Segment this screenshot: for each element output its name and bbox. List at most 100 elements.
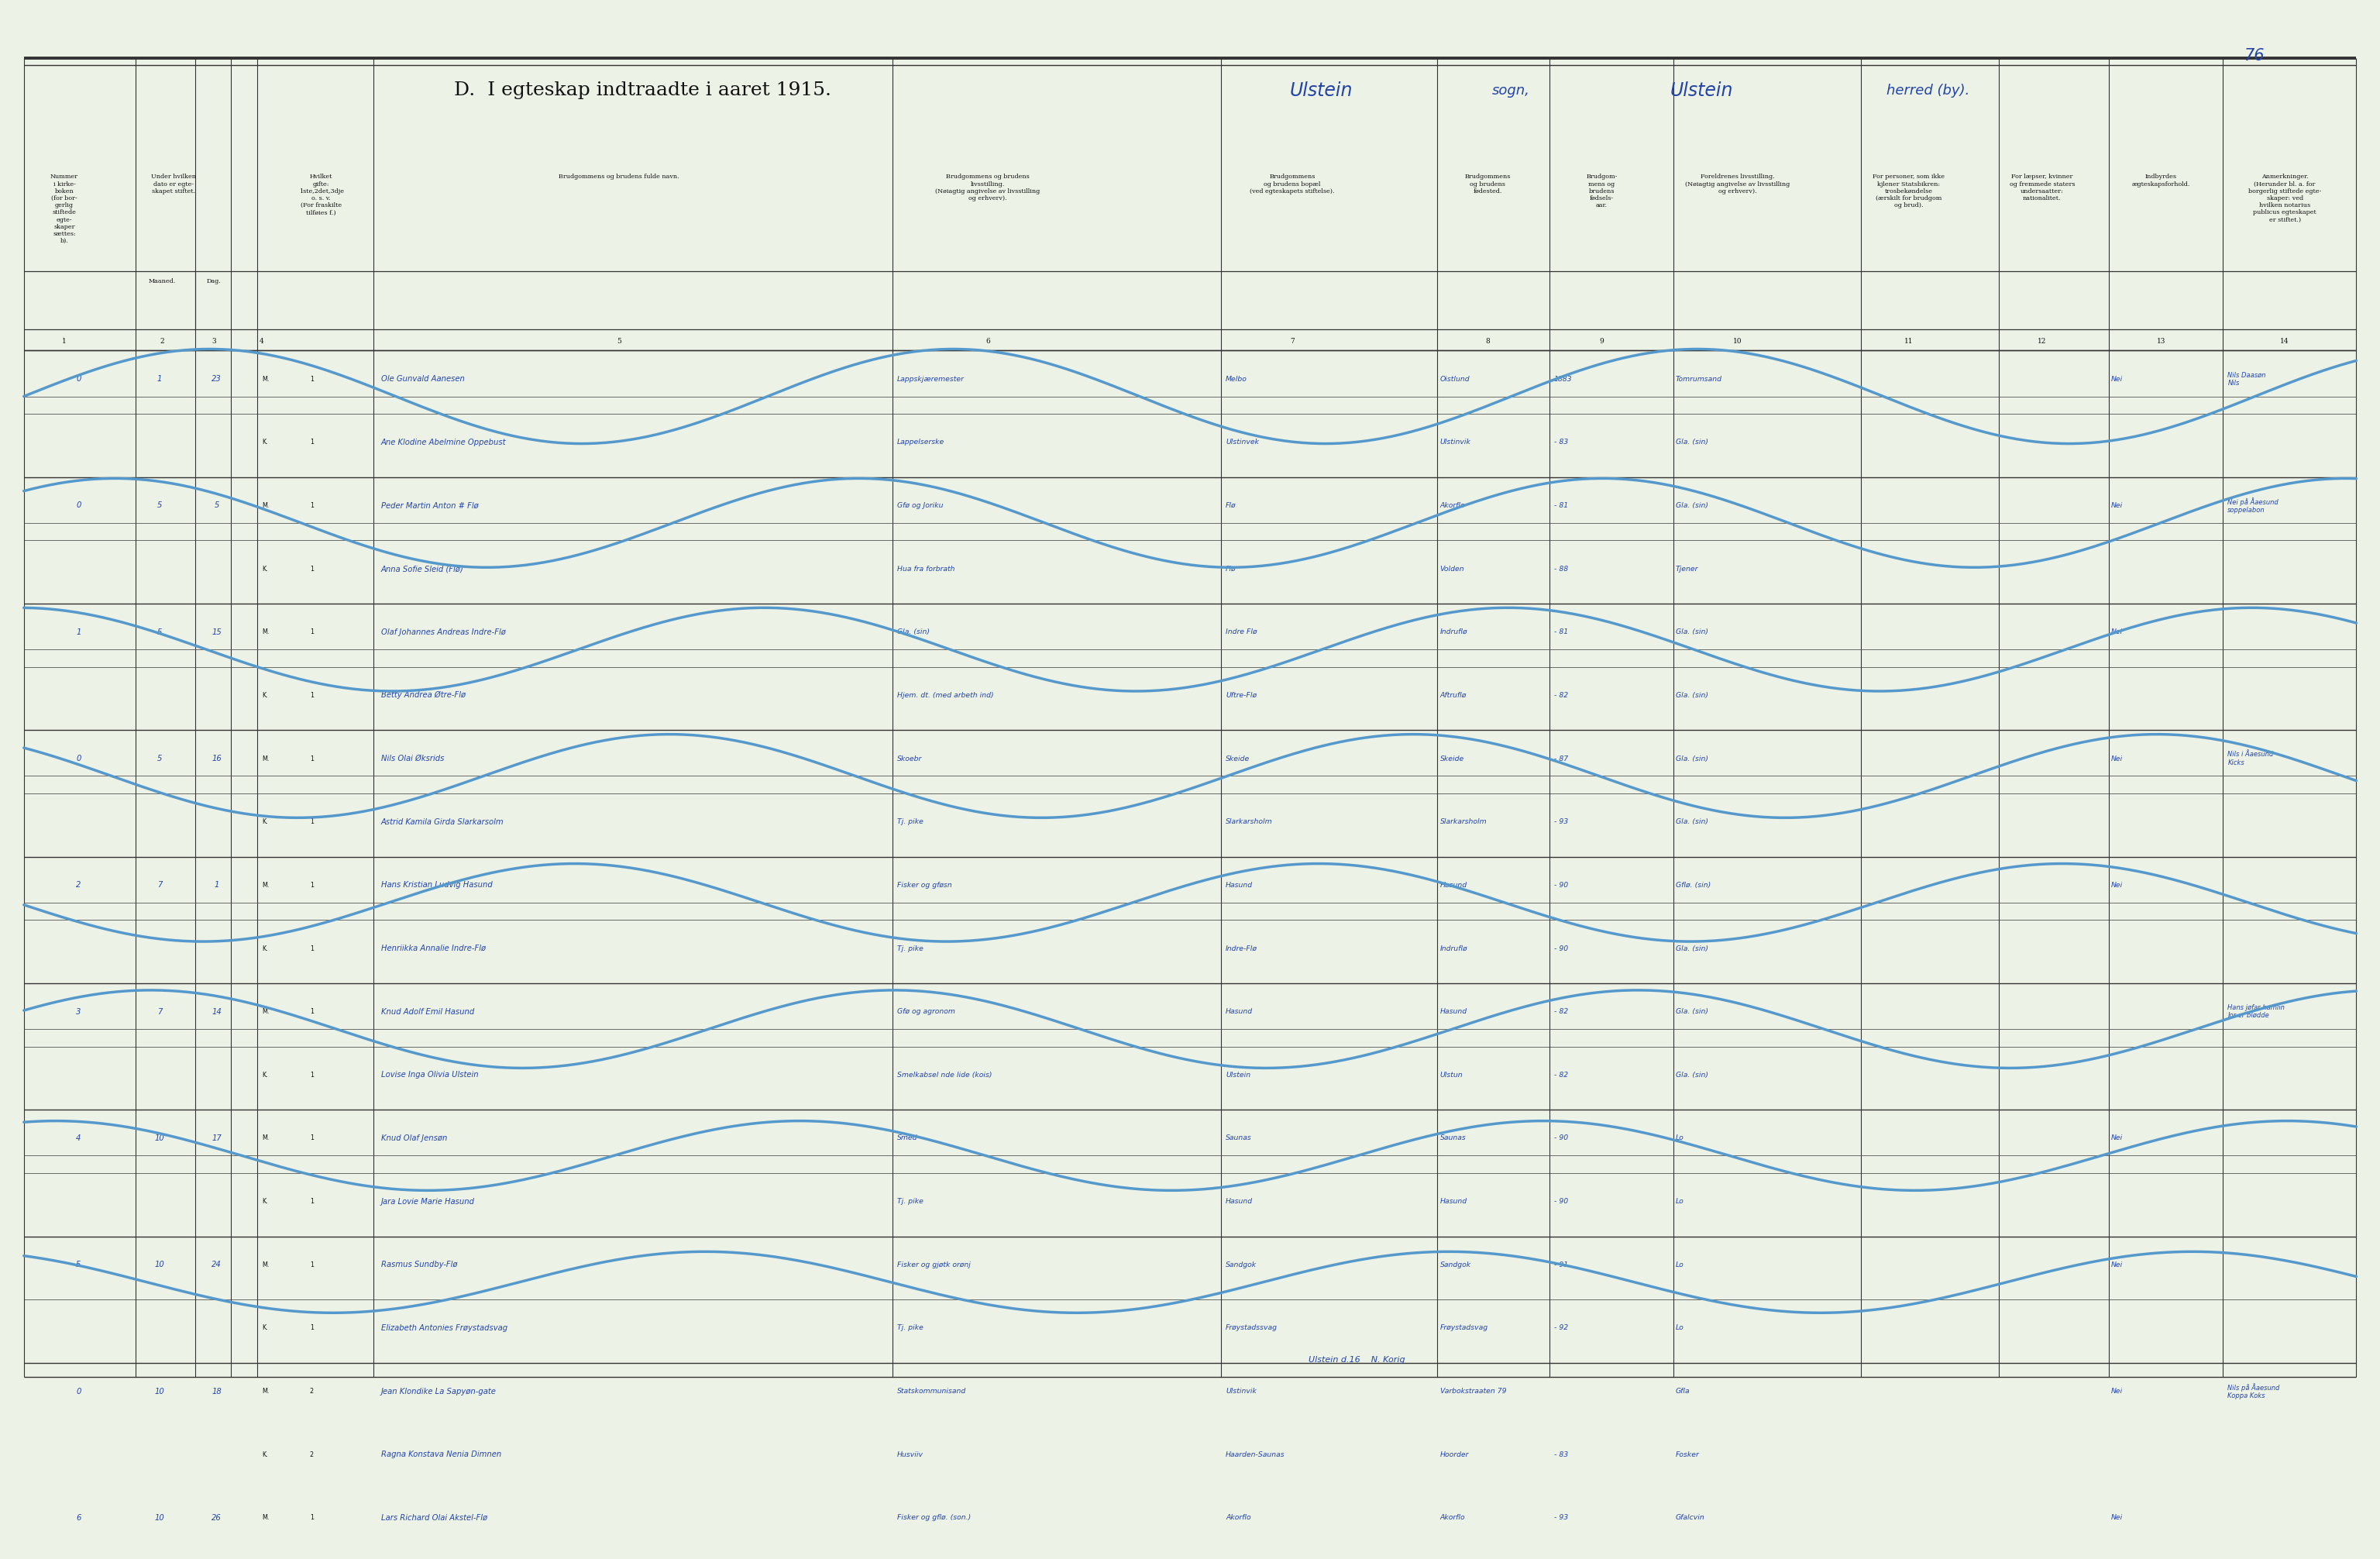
- Text: Gla. (sin): Gla. (sin): [1676, 628, 1709, 636]
- Text: Flø: Flø: [1226, 502, 1235, 508]
- Text: K.: K.: [262, 818, 267, 825]
- Text: Gla. (sin): Gla. (sin): [1676, 502, 1709, 508]
- Text: Ulstein d.16    N. Korig: Ulstein d.16 N. Korig: [1309, 1356, 1404, 1364]
- Text: Ulstein: Ulstein: [1226, 1071, 1250, 1079]
- Text: 10: 10: [155, 1135, 164, 1143]
- Text: Nils Olai Øksrids: Nils Olai Øksrids: [381, 755, 443, 762]
- Text: Indruflø: Indruflø: [1440, 628, 1468, 636]
- Text: Peder Martin Anton # Flø: Peder Martin Anton # Flø: [381, 502, 478, 510]
- Text: Lo: Lo: [1676, 1325, 1683, 1331]
- Text: 1: 1: [309, 755, 314, 762]
- Text: Fosker: Fosker: [1676, 1451, 1699, 1458]
- Text: 16: 16: [212, 755, 221, 762]
- Text: Gla. (sin): Gla. (sin): [1676, 755, 1709, 762]
- Text: Melbo: Melbo: [1226, 376, 1247, 382]
- Text: 5: 5: [157, 755, 162, 762]
- Text: Lo: Lo: [1676, 1197, 1683, 1205]
- Text: Frøystadssvag: Frøystadssvag: [1226, 1325, 1278, 1331]
- Text: Fisker og gføsn: Fisker og gføsn: [897, 882, 952, 889]
- Text: Gla. (sin): Gla. (sin): [1676, 438, 1709, 446]
- Text: Aftruflø: Aftruflø: [1440, 692, 1466, 698]
- Text: 1: 1: [62, 338, 67, 345]
- Text: Hvilket
gifte:
1ste,2det,3dje
o. s. v.
(For fraskilte
tilføies f.): Hvilket gifte: 1ste,2det,3dje o. s. v. (…: [300, 175, 343, 215]
- Text: Ane Klodine Abelmine Oppebust: Ane Klodine Abelmine Oppebust: [381, 438, 507, 446]
- Text: 12: 12: [2037, 338, 2047, 345]
- Text: Skeide: Skeide: [1226, 755, 1250, 762]
- Text: K.: K.: [262, 438, 267, 446]
- Text: Gla. (sin): Gla. (sin): [1676, 818, 1709, 825]
- Text: M.: M.: [262, 755, 269, 762]
- Text: Hans Kristian Ludvig Hasund: Hans Kristian Ludvig Hasund: [381, 881, 493, 889]
- Text: Hasund: Hasund: [1440, 1197, 1466, 1205]
- Text: sogn,: sogn,: [1492, 84, 1530, 97]
- Text: 2: 2: [159, 338, 164, 345]
- Text: K.: K.: [262, 1071, 267, 1079]
- Text: Betty Andrea Øtre-Flø: Betty Andrea Øtre-Flø: [381, 691, 466, 700]
- Text: Nei: Nei: [2111, 376, 2123, 382]
- Text: - 82: - 82: [1554, 1071, 1568, 1079]
- Text: Nei: Nei: [2111, 1135, 2123, 1141]
- Text: Smelkabsel nde lide (kois): Smelkabsel nde lide (kois): [897, 1071, 992, 1079]
- Text: - 83: - 83: [1554, 1451, 1568, 1458]
- Text: - 90: - 90: [1554, 1135, 1568, 1141]
- Text: Hans jøfar hamlin
Jor er blødde: Hans jøfar hamlin Jor er blødde: [2228, 1004, 2285, 1020]
- Text: Elizabeth Antonies Frøystadsvag: Elizabeth Antonies Frøystadsvag: [381, 1324, 507, 1331]
- Text: Tj. pike: Tj. pike: [897, 945, 923, 953]
- Text: 18: 18: [212, 1388, 221, 1395]
- Text: Indre-Flø: Indre-Flø: [1226, 945, 1257, 953]
- Text: Anmerkninger.
(Herunder bl. a. for
borgerlig stiftede egte-
skaper: ved
hvilken : Anmerkninger. (Herunder bl. a. for borge…: [2249, 175, 2320, 223]
- Text: 10: 10: [1733, 338, 1742, 345]
- Text: Nei: Nei: [2111, 755, 2123, 762]
- Text: M.: M.: [262, 1009, 269, 1015]
- Text: 6: 6: [985, 338, 990, 345]
- Text: 7: 7: [157, 881, 162, 889]
- Text: 26: 26: [212, 1514, 221, 1522]
- Text: Lappelserske: Lappelserske: [897, 438, 945, 446]
- Text: M.: M.: [262, 882, 269, 889]
- Text: Hasund: Hasund: [1440, 1009, 1466, 1015]
- Text: Hjem. dt. (med arbeth ind): Hjem. dt. (med arbeth ind): [897, 692, 995, 698]
- Text: Gfø og Joriku: Gfø og Joriku: [897, 502, 942, 508]
- Text: Hasund: Hasund: [1226, 1009, 1252, 1015]
- Text: Nei: Nei: [2111, 1261, 2123, 1269]
- Text: 24: 24: [212, 1261, 221, 1269]
- Text: Slarkarsholm: Slarkarsholm: [1440, 818, 1488, 825]
- Text: 8: 8: [1485, 338, 1490, 345]
- Text: Dag.: Dag.: [207, 278, 221, 284]
- Text: Akorflo: Akorflo: [1226, 1514, 1252, 1522]
- Text: Tj. pike: Tj. pike: [897, 1197, 923, 1205]
- Text: Brudgommens og brudens fulde navn.: Brudgommens og brudens fulde navn.: [559, 175, 678, 179]
- Text: Astrid Kamila Girda Slarkarsolm: Astrid Kamila Girda Slarkarsolm: [381, 818, 505, 826]
- Text: 5: 5: [76, 1261, 81, 1269]
- Text: 1: 1: [309, 945, 314, 953]
- Text: - 91: - 91: [1554, 1261, 1568, 1269]
- Text: Haarden-Saunas: Haarden-Saunas: [1226, 1451, 1285, 1458]
- Text: 11: 11: [1904, 338, 1914, 345]
- Text: 2: 2: [309, 1451, 314, 1458]
- Text: 76: 76: [2244, 48, 2263, 64]
- Text: Fisker og gflø. (son.): Fisker og gflø. (son.): [897, 1514, 971, 1522]
- Text: Statskommunisand: Statskommunisand: [897, 1388, 966, 1395]
- Text: Anna Sofie Sleid (Flø): Anna Sofie Sleid (Flø): [381, 564, 464, 572]
- Text: Nei: Nei: [2111, 628, 2123, 636]
- Text: Oistlund: Oistlund: [1440, 376, 1471, 382]
- Text: Nei: Nei: [2111, 1388, 2123, 1395]
- Text: 10: 10: [155, 1388, 164, 1395]
- Text: Rasmus Sundby-Flø: Rasmus Sundby-Flø: [381, 1261, 457, 1269]
- Text: 6: 6: [76, 1514, 81, 1522]
- Text: Gfla: Gfla: [1676, 1388, 1690, 1395]
- Text: - 93: - 93: [1554, 1514, 1568, 1522]
- Text: Brudgommens
og brudens bopæl
(ved egteskapets stiftelse).: Brudgommens og brudens bopæl (ved egtesk…: [1250, 175, 1335, 195]
- Text: Skeide: Skeide: [1440, 755, 1464, 762]
- Text: 1: 1: [309, 1514, 314, 1522]
- Text: Fisker og gjøtk orønj: Fisker og gjøtk orønj: [897, 1261, 971, 1269]
- Text: Gfø og agronom: Gfø og agronom: [897, 1009, 954, 1015]
- Text: Flø: Flø: [1226, 566, 1235, 572]
- Text: 17: 17: [212, 1135, 221, 1143]
- Text: For læpser, kvinner
og fremmede staters
undersaatter:
nationalitet.: For læpser, kvinner og fremmede staters …: [2009, 175, 2075, 201]
- Text: Ulstinvik: Ulstinvik: [1440, 438, 1471, 446]
- Text: Uftre-Flø: Uftre-Flø: [1226, 692, 1257, 698]
- Text: 2: 2: [76, 881, 81, 889]
- Text: 2: 2: [309, 1388, 314, 1395]
- Text: Foreldrenes livsstilling.
(Nøiagtig angivelse av livsstilling
og erhverv).: Foreldrenes livsstilling. (Nøiagtig angi…: [1685, 175, 1790, 195]
